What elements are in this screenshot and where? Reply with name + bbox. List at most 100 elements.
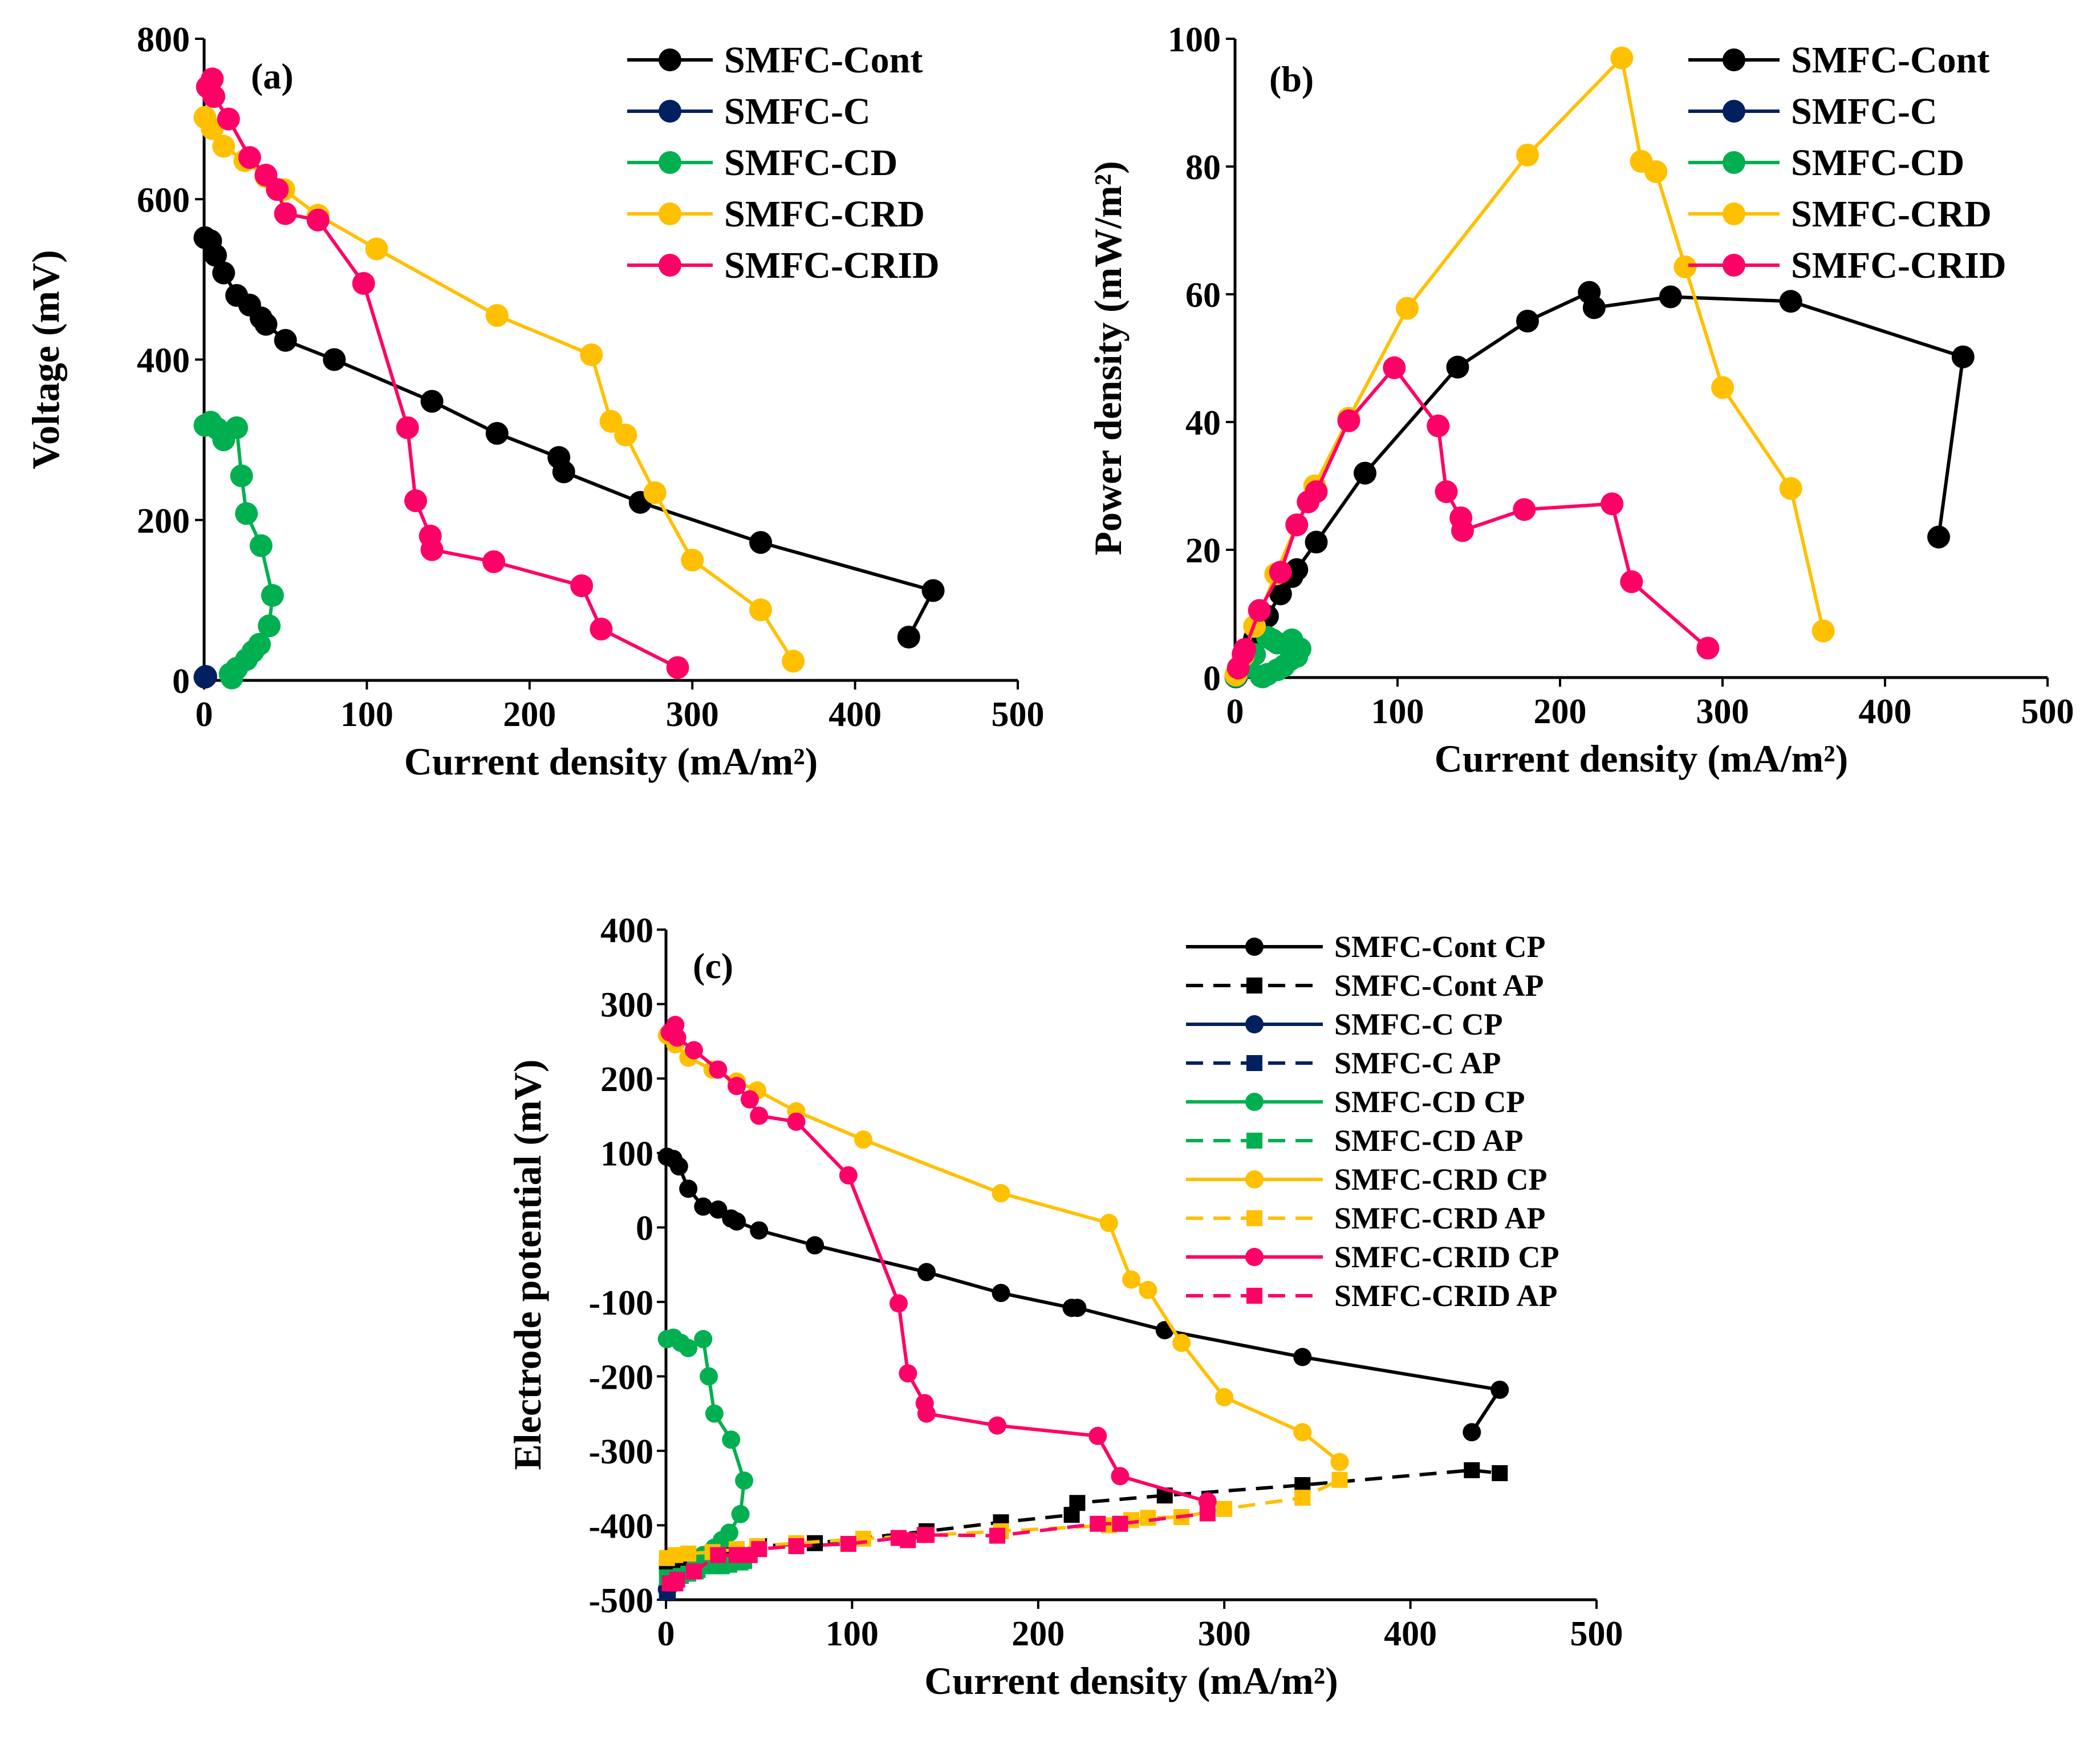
series-smfc-crid	[196, 67, 689, 679]
legend-marker	[1723, 100, 1745, 123]
series-line	[666, 1478, 1341, 1560]
data-point	[694, 1330, 713, 1349]
data-point	[1711, 376, 1734, 399]
series-smfc-cont	[193, 226, 945, 649]
data-point	[1696, 636, 1720, 660]
y-tick-label: 0	[636, 1209, 653, 1248]
data-point	[614, 423, 637, 447]
legend-marker	[1723, 254, 1745, 277]
data-point	[1811, 619, 1835, 643]
series-line	[1234, 290, 1965, 676]
data-point	[700, 1367, 718, 1386]
data-point	[238, 146, 261, 169]
y-tick-label: 60	[1185, 276, 1221, 315]
data-point	[482, 550, 506, 573]
legend-marker	[1245, 1015, 1264, 1033]
legend-item: SMFC-CRID	[1688, 245, 2006, 286]
data-point	[1779, 477, 1802, 500]
data-point	[580, 343, 603, 367]
data-point	[1285, 513, 1309, 537]
legend-label: SMFC-CRD	[1791, 193, 1992, 235]
data-point	[840, 1536, 856, 1552]
legend-item: SMFC-CD AP	[1186, 1124, 1523, 1158]
legend-label: SMFC-CRID CP	[1334, 1240, 1559, 1274]
data-point	[735, 1471, 754, 1490]
data-point	[992, 1184, 1010, 1203]
x-tick-label: 100	[1371, 692, 1424, 731]
legend-label: SMFC-C	[724, 91, 871, 132]
data-point	[274, 329, 297, 352]
x-tick-label: 300	[1198, 1615, 1251, 1653]
data-point	[274, 202, 297, 225]
data-point	[1601, 492, 1624, 516]
data-point	[1464, 1462, 1480, 1478]
legend: SMFC-Cont SMFC-C SMFC-CD SMFC-CRD SMFC-CRID	[1688, 39, 2006, 286]
data-point	[1659, 285, 1682, 309]
legend-marker	[659, 100, 681, 123]
data-point	[1294, 1490, 1311, 1506]
y-tick-label: 300	[600, 986, 653, 1025]
data-point	[740, 1090, 759, 1109]
data-point	[1330, 1453, 1349, 1471]
legend: SMFC-Cont SMFC-C SMFC-CD SMFC-CRD SMFC-CRID	[627, 39, 940, 286]
y-tick-label: -100	[588, 1284, 653, 1323]
legend-marker	[659, 151, 681, 174]
data-point	[1451, 519, 1474, 542]
data-point	[1216, 1501, 1233, 1517]
series-line	[205, 78, 679, 670]
data-point	[917, 1404, 936, 1423]
data-point	[839, 1166, 858, 1185]
data-point	[254, 313, 278, 336]
legend-item: SMFC-Cont AP	[1186, 968, 1543, 1003]
data-point	[899, 1364, 917, 1383]
data-point	[681, 549, 704, 572]
y-tick-label: 40	[1185, 404, 1221, 443]
legend-item: SMFC-CRID CP	[1186, 1240, 1559, 1274]
axes: 0 100 200 300 400 500 0 200 400 600 800	[137, 21, 1045, 734]
data-point	[420, 390, 444, 413]
legend-label: SMFC-CRID	[1791, 245, 2006, 286]
data-point	[1644, 160, 1668, 183]
data-point	[194, 664, 217, 688]
series-line	[669, 1511, 1208, 1585]
data-point	[1492, 1465, 1508, 1482]
legend-marker	[1246, 1288, 1262, 1304]
x-tick-label: 300	[1696, 692, 1749, 731]
data-point	[694, 1197, 713, 1216]
series-smfc-c	[193, 664, 217, 689]
series-smfc-cd-cp	[657, 1328, 754, 1576]
legend-marker	[1246, 1210, 1262, 1226]
series-line	[1236, 366, 1709, 669]
data-point	[1099, 1214, 1118, 1232]
data-point	[599, 409, 623, 433]
data-point	[1513, 498, 1536, 521]
legend-marker	[1245, 1170, 1264, 1189]
data-point	[249, 534, 273, 557]
data-point	[897, 626, 920, 649]
y-axis-title: Power density (mW/m²)	[1086, 161, 1130, 555]
data-point	[1139, 1280, 1157, 1299]
x-tick-label: 200	[503, 695, 556, 734]
y-tick-label: 100	[1168, 21, 1221, 59]
legend-item: SMFC-CD	[627, 142, 897, 184]
data-point	[1610, 46, 1634, 70]
data-point	[396, 416, 419, 440]
data-point	[782, 650, 805, 673]
data-point	[1582, 296, 1606, 319]
legend-item: SMFC-CRD	[627, 193, 925, 235]
data-point	[1122, 1270, 1140, 1289]
legend-label: SMFC-CRID AP	[1334, 1279, 1557, 1313]
x-tick-label: 500	[992, 695, 1045, 734]
legend-label: SMFC-Cont	[724, 39, 923, 81]
y-tick-label: -300	[588, 1433, 653, 1471]
data-point	[749, 598, 773, 622]
data-point	[705, 1404, 724, 1423]
data-point	[212, 135, 235, 158]
data-point	[731, 1504, 750, 1523]
x-tick-label: 300	[666, 695, 719, 734]
data-point	[1233, 638, 1257, 661]
legend-item: SMFC-CRID AP	[1186, 1279, 1557, 1313]
data-point	[1305, 530, 1328, 554]
data-point	[710, 1547, 726, 1563]
legend-label: SMFC-CRD AP	[1334, 1201, 1545, 1235]
